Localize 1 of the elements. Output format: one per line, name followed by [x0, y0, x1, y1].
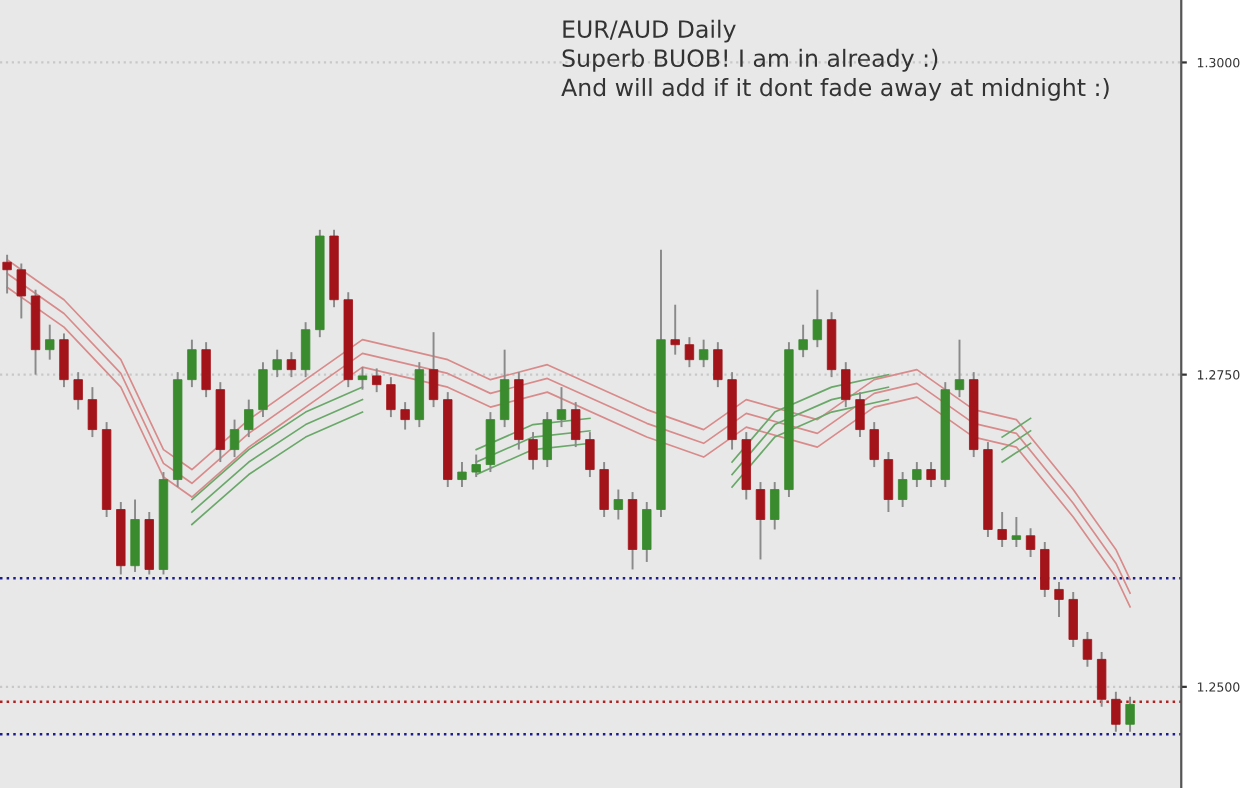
annotation: EUR/AUD Daily Superb BUOB! I am in already :) And will add if it dont fade away at midnight :): [561, 19, 1109, 101]
